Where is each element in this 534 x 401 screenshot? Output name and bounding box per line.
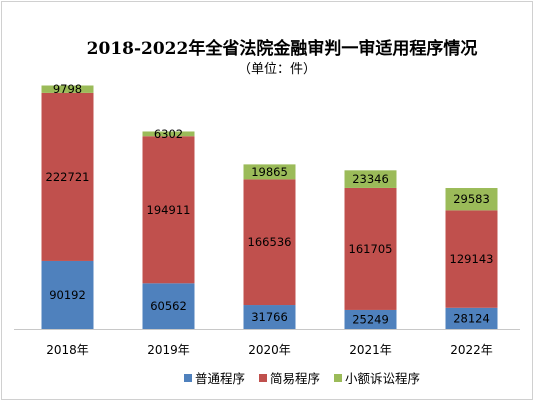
bar-3-3 xyxy=(243,164,296,180)
data-label-2-4: 161705 xyxy=(349,242,393,256)
bar-3-1 xyxy=(41,85,94,93)
chart-legend: 普通程序 简易程序 小额诉讼程序 xyxy=(0,368,534,387)
data-label-3-5: 29583 xyxy=(453,192,490,206)
bar-2-3 xyxy=(243,179,296,306)
legend-swatch xyxy=(334,373,342,382)
legend-swatch xyxy=(183,373,192,382)
bar-1-5 xyxy=(445,307,498,329)
bar-2-1 xyxy=(41,92,94,261)
bar-1-3 xyxy=(243,305,296,329)
bar-2-5 xyxy=(445,210,498,308)
bar-3-5 xyxy=(445,188,498,211)
data-label-1-2: 60562 xyxy=(150,299,187,313)
bar-3-2 xyxy=(142,131,195,137)
bar-2-4 xyxy=(344,187,397,310)
x-tick-label: 2020年 xyxy=(248,343,291,357)
x-tick-label: 2019年 xyxy=(147,343,190,357)
data-label-2-1: 222721 xyxy=(46,170,90,184)
x-tick-label: 2022年 xyxy=(450,343,493,357)
data-label-3-1: 9798 xyxy=(53,82,82,96)
data-label-3-3: 19865 xyxy=(251,165,288,179)
data-label-1-5: 28124 xyxy=(453,311,490,325)
data-label-2-5: 129143 xyxy=(450,252,494,266)
data-label-3-2: 6302 xyxy=(154,127,183,141)
legend-swatch xyxy=(258,373,267,382)
legend-item: 简易程序 xyxy=(258,368,320,387)
data-label-1-1: 90192 xyxy=(49,288,86,302)
data-label-1-4: 25249 xyxy=(352,312,389,326)
x-tick-label: 2021年 xyxy=(349,343,392,357)
x-tick-label: 2018年 xyxy=(46,343,89,357)
bar-2-2 xyxy=(142,136,195,284)
legend-label: 普通程序 xyxy=(194,371,245,386)
chart-subtitle: （单位：件） xyxy=(237,62,316,77)
legend-label: 简易程序 xyxy=(269,371,320,386)
data-label-3-4: 23346 xyxy=(352,172,389,186)
data-label-2-2: 194911 xyxy=(147,203,191,217)
chart-title: 2018-2022年全省法院金融审判一审适用程序情况 xyxy=(86,39,478,59)
data-label-2-3: 166536 xyxy=(248,235,292,249)
legend-item: 小额诉讼程序 xyxy=(334,368,420,387)
data-label-1-3: 31766 xyxy=(251,310,288,324)
legend-item: 普通程序 xyxy=(183,368,245,387)
bar-1-2 xyxy=(142,283,195,329)
legend-label: 小额诉讼程序 xyxy=(345,371,421,386)
bar-1-1 xyxy=(41,260,94,329)
bar-3-4 xyxy=(344,170,397,188)
bar-1-4 xyxy=(344,309,397,329)
